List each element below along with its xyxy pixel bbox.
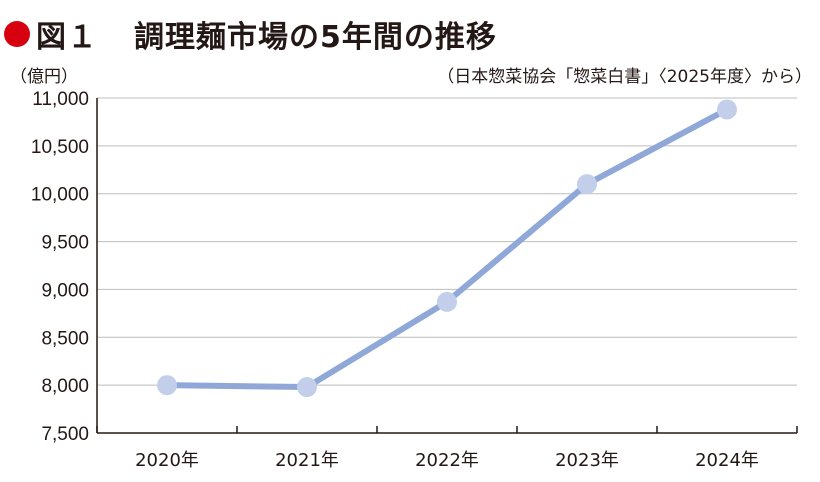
y-tick-label: 10,500 [31, 137, 89, 158]
chart-title: 図１ 調理麺市場の5年間の推移 [4, 14, 497, 55]
y-tick-label: 11,000 [32, 89, 89, 110]
y-tick-label: 8,000 [41, 376, 89, 397]
y-tick-label: 10,000 [31, 185, 89, 206]
series-line [164, 106, 730, 391]
data-point [577, 174, 597, 195]
data-point [297, 377, 317, 398]
series-group [157, 99, 737, 398]
y-tick-labels: 7,500 8,000 8,500 9,000 9,500 10,000 10,500 11,… [31, 89, 89, 445]
y-tick-label: 8,500 [41, 328, 89, 349]
axes [96, 98, 798, 434]
figure-label: 図１ [36, 20, 98, 55]
data-point [717, 99, 737, 120]
y-tick-label: 7,500 [41, 424, 89, 445]
y-tick-label: 9,000 [41, 280, 89, 301]
red-dot-icon [4, 21, 30, 47]
x-tick-label: 2023年 [555, 450, 619, 471]
x-tick-label: 2020年 [135, 450, 199, 471]
x-tick-label: 2022年 [415, 450, 479, 471]
data-point [437, 291, 457, 312]
source-note: （日本惣菜協会「惣菜白書」〈2025年度〉から） [437, 67, 812, 87]
y-axis-unit: （億円） [10, 67, 78, 87]
gridlines [97, 97, 797, 386]
title-text: 調理麺市場の5年間の推移 [134, 20, 497, 55]
x-tick-labels: 2020年 2021年 2022年 2023年 2024年 [135, 450, 759, 471]
x-tick-label: 2024年 [695, 450, 759, 471]
y-tick-label: 9,500 [41, 233, 89, 254]
x-tick-label: 2021年 [275, 450, 339, 471]
data-point [157, 375, 177, 396]
